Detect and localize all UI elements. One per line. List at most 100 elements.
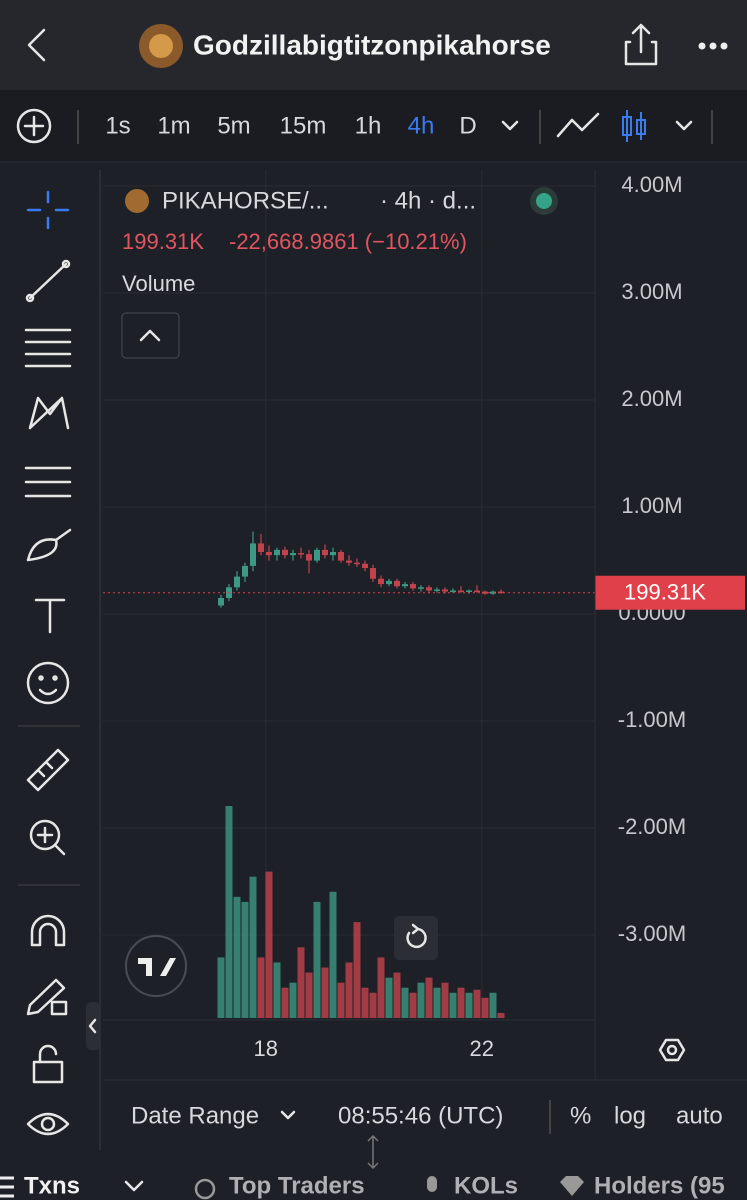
candle-body xyxy=(306,554,312,561)
timeframe-more[interactable] xyxy=(501,120,519,131)
volume-bar xyxy=(473,989,481,1018)
settings[interactable] xyxy=(658,1038,686,1062)
y-tick-label: 2.00M xyxy=(621,386,682,411)
line-style[interactable] xyxy=(556,112,600,138)
reset-icon xyxy=(406,923,427,949)
candle-body xyxy=(346,560,352,563)
candle-body xyxy=(354,562,360,565)
legend-icon xyxy=(125,189,149,213)
candle-body xyxy=(266,551,272,556)
legend-symbol: PIKAHORSE/... xyxy=(162,187,329,214)
tv-logo[interactable] xyxy=(125,935,187,997)
candle-body xyxy=(250,543,256,566)
candle-body xyxy=(298,553,304,555)
volume-bar xyxy=(489,992,497,1018)
candle-body xyxy=(426,587,432,591)
candle-body xyxy=(274,549,280,556)
date-range[interactable]: Date Range xyxy=(131,1102,259,1129)
collapse-tools[interactable] xyxy=(86,1002,100,1050)
volume-bar xyxy=(449,992,457,1018)
candle-body xyxy=(402,584,408,587)
candle-body xyxy=(458,590,464,593)
date-range-arrow xyxy=(280,1110,296,1120)
timeframe[interactable]: 5m xyxy=(217,112,250,139)
percent-toggle[interactable]: % xyxy=(570,1102,591,1129)
tab-bar xyxy=(0,1170,747,1200)
candle-body xyxy=(242,565,248,577)
volume-bar xyxy=(433,987,441,1018)
legend-price: 199.31K xyxy=(122,229,204,254)
volume-bar xyxy=(249,876,257,1018)
tab[interactable]: KOLs xyxy=(454,1172,518,1199)
candle-body xyxy=(418,587,424,589)
candle-style[interactable] xyxy=(622,110,646,142)
candle-body xyxy=(394,580,400,587)
clock: 08:55:46 (UTC) xyxy=(338,1102,503,1129)
timeframe[interactable]: D xyxy=(459,112,476,139)
candle-body xyxy=(362,563,368,569)
tab[interactable]: Holders (95 xyxy=(594,1172,725,1199)
volume-bar xyxy=(377,957,385,1018)
volume-bar xyxy=(393,972,401,1018)
tab[interactable]: Txns xyxy=(24,1172,80,1199)
volume-bar xyxy=(217,957,225,1018)
volume-bar xyxy=(457,987,465,1018)
share-button[interactable] xyxy=(624,23,658,66)
volume-bar xyxy=(257,957,265,1018)
volume-bar xyxy=(273,962,281,1018)
last-price-label: 199.31K xyxy=(624,580,706,605)
grid: 4.00M3.00M2.00M1.00M0.0000-1.00M-2.00M-3… xyxy=(103,170,686,1061)
candle-body xyxy=(338,551,344,561)
y-tick-label: -3.00M xyxy=(618,921,686,946)
timeframe[interactable]: 4h xyxy=(408,112,435,139)
tab[interactable]: Top Traders xyxy=(229,1172,365,1199)
reset-chart[interactable] xyxy=(394,916,438,960)
candle-body xyxy=(498,591,504,594)
volume-bar xyxy=(321,967,329,1018)
collapse-arrow xyxy=(88,1018,97,1034)
collapse-legend[interactable] xyxy=(121,312,180,359)
back-button[interactable] xyxy=(27,28,46,62)
timeframe[interactable]: 1m xyxy=(157,112,190,139)
auto-toggle[interactable]: auto xyxy=(676,1102,723,1129)
status-dot xyxy=(536,193,552,209)
candle-body xyxy=(386,580,392,585)
candle-body xyxy=(474,590,480,593)
resize-handle[interactable] xyxy=(367,1134,379,1170)
candle-body xyxy=(258,543,264,552)
log-toggle[interactable]: log xyxy=(614,1102,646,1129)
study-label: Volume xyxy=(122,271,195,296)
style-more[interactable] xyxy=(675,120,693,131)
volume-bar xyxy=(497,1012,505,1018)
volume-bar xyxy=(425,977,433,1018)
timeframe[interactable]: 15m xyxy=(280,112,327,139)
timeframes: 1s 1m 5m 15m 1h 4h D xyxy=(105,112,476,139)
trophy-icon xyxy=(194,1178,216,1200)
timeframe[interactable]: 1h xyxy=(355,112,382,139)
volume-bar xyxy=(369,992,377,1018)
candle-body xyxy=(410,584,416,589)
volume-bar xyxy=(337,982,345,1018)
volume-bar xyxy=(409,992,417,1018)
candle-body xyxy=(218,597,224,606)
candle-body xyxy=(282,549,288,556)
txns-icon xyxy=(0,1176,14,1198)
drawing-tools[interactable] xyxy=(24,190,72,1136)
volume-bar xyxy=(297,947,305,1018)
more-button[interactable] xyxy=(698,42,728,50)
diamond-icon xyxy=(560,1176,584,1196)
candle-body xyxy=(322,549,328,556)
plot: 199.31K xyxy=(103,531,745,1018)
add-indicator[interactable] xyxy=(16,108,52,144)
timeframe[interactable]: 1s xyxy=(105,112,130,139)
volume-bar xyxy=(345,962,353,1018)
volume-bar xyxy=(233,896,241,1018)
header-title: Godzillabigtitzonpikahorse xyxy=(193,29,551,60)
candle-body xyxy=(290,553,296,556)
candle-body xyxy=(450,590,456,593)
token-avatar-inner xyxy=(149,34,173,58)
volume-bar xyxy=(265,871,273,1018)
header-bar xyxy=(0,0,747,90)
volume-bar xyxy=(329,891,337,1018)
